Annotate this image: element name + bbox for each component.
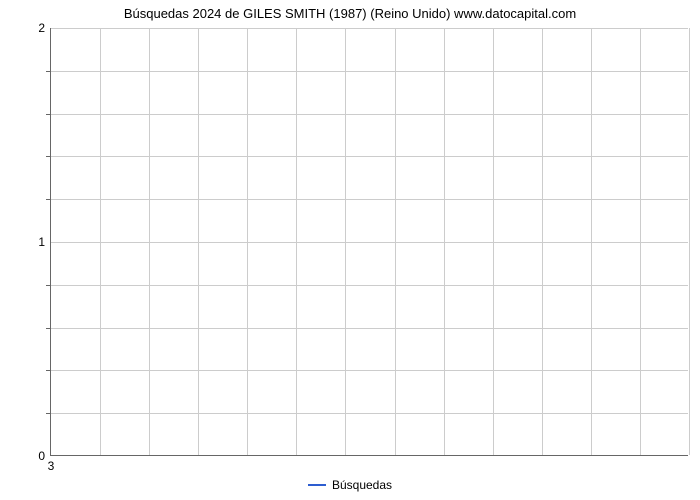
y-axis-minor-tick <box>46 285 51 286</box>
y-axis-minor-tick <box>46 199 51 200</box>
gridline-horizontal-minor <box>51 71 688 72</box>
legend-swatch <box>308 484 326 486</box>
y-axis-minor-tick <box>46 370 51 371</box>
y-axis-minor-tick <box>46 413 51 414</box>
y-axis-minor-tick <box>46 328 51 329</box>
chart-legend: Búsquedas <box>0 477 700 492</box>
gridline-horizontal <box>51 28 688 29</box>
gridline-horizontal-minor <box>51 156 688 157</box>
x-axis-tick-label: 3 <box>48 455 55 473</box>
y-axis-minor-tick <box>46 114 51 115</box>
y-axis-minor-tick <box>46 156 51 157</box>
gridline-horizontal-minor <box>51 199 688 200</box>
gridline-horizontal <box>51 242 688 243</box>
gridline-vertical <box>689 28 690 455</box>
y-axis-tick-label: 2 <box>38 21 51 35</box>
chart-plot-area: 0123 <box>50 28 688 456</box>
y-axis-minor-tick <box>46 71 51 72</box>
gridline-horizontal-minor <box>51 114 688 115</box>
gridline-horizontal-minor <box>51 285 688 286</box>
chart-title: Búsquedas 2024 de GILES SMITH (1987) (Re… <box>0 6 700 21</box>
y-axis-tick-label: 1 <box>38 235 51 249</box>
gridline-horizontal-minor <box>51 413 688 414</box>
legend-label: Búsquedas <box>332 478 392 492</box>
gridline-horizontal-minor <box>51 370 688 371</box>
gridline-horizontal-minor <box>51 328 688 329</box>
